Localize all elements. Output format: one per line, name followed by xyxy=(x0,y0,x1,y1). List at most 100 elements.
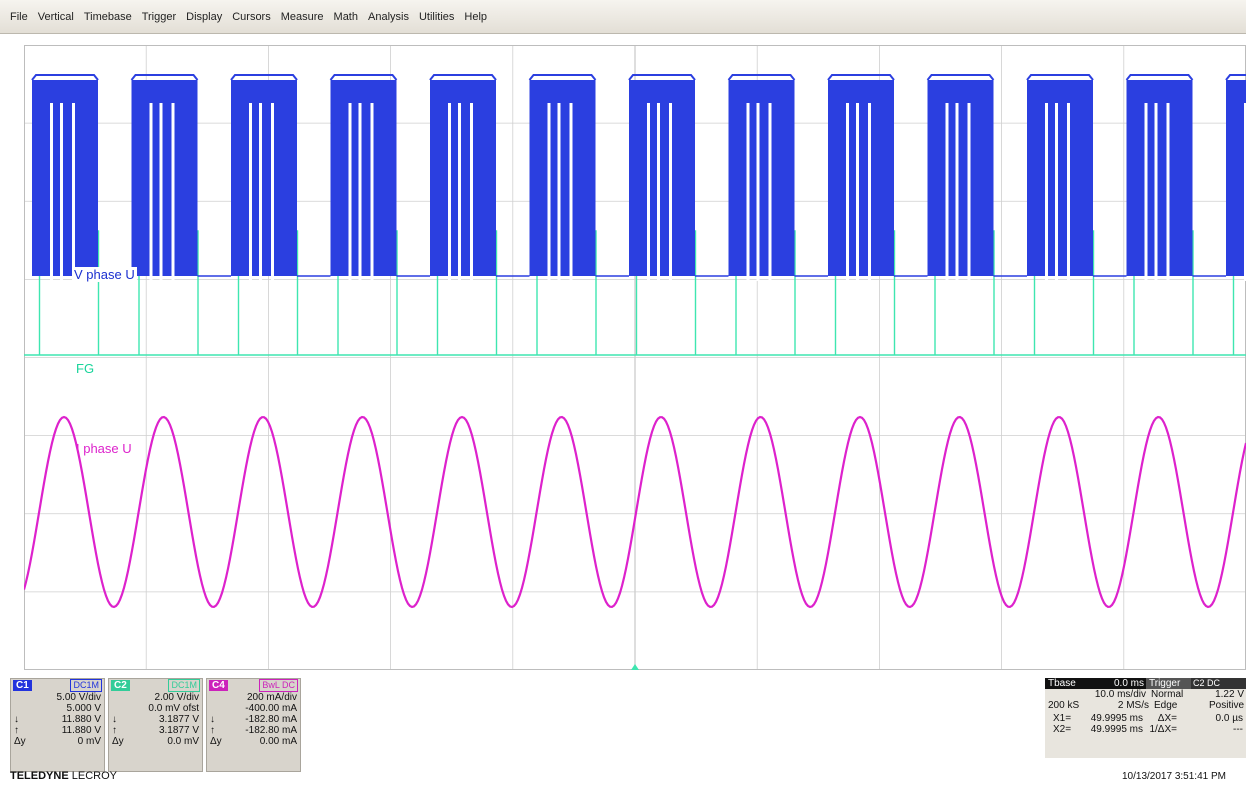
menu-utilities[interactable]: Utilities xyxy=(418,10,455,23)
trigger-position-marker xyxy=(631,664,639,670)
tbase-value: 0.0 ms xyxy=(1114,678,1146,689)
cursor-readout-1: -182.80 mA xyxy=(245,714,297,725)
v-phase-gap xyxy=(458,103,461,281)
v-phase-gap xyxy=(358,103,362,281)
v-phase-burst xyxy=(1126,80,1193,276)
v-phase-gap xyxy=(647,103,650,281)
cursor-x2-label: X2= xyxy=(1053,724,1072,735)
channel-offset: -400.00 mA xyxy=(245,703,297,714)
channel-badge: C1 xyxy=(13,680,32,691)
v-phase-burst xyxy=(231,80,297,276)
trace-label-v-phase-u: V phase U xyxy=(72,267,137,282)
v-phase-gap xyxy=(171,103,175,281)
v-phase-gap xyxy=(60,103,63,281)
menu-analysis[interactable]: Analysis xyxy=(368,10,409,23)
channel-box-c2[interactable]: C2 DC1M 2.00 V/div 0.0 mV ofst ↓ 3.1877 V ↑ 3.1… xyxy=(108,678,203,772)
cursor-readout-2: 11.880 V xyxy=(61,725,101,736)
channel-scale: 5.00 V/div xyxy=(56,692,101,703)
trigger-mode: Normal xyxy=(1151,689,1184,700)
v-phase-gap xyxy=(1067,103,1070,281)
trigger-slope: Positive xyxy=(1208,700,1244,711)
v-phase-gap xyxy=(746,103,750,281)
cursor-readout-2: -182.80 mA xyxy=(245,725,297,736)
v-phase-gap xyxy=(370,103,374,281)
trigger-level: 1.22 V xyxy=(1215,689,1244,700)
v-phase-burst xyxy=(728,80,795,276)
menu-timebase[interactable]: Timebase xyxy=(83,10,132,23)
tbase-label: Tbase xyxy=(1045,678,1114,689)
v-phase-gap xyxy=(1144,103,1148,281)
v-phase-gap xyxy=(768,103,772,281)
v-phase-gap xyxy=(868,103,871,281)
time-per-div: 10.0 ms/div xyxy=(1094,689,1146,700)
v-phase-gap xyxy=(756,103,760,281)
v-phase-gap xyxy=(945,103,949,281)
trigger-source: C2 DC xyxy=(1191,678,1246,689)
v-phase-burst xyxy=(1027,80,1093,276)
menu-measure[interactable]: Measure xyxy=(280,10,324,23)
cursor-inv-dx-label: 1/ΔX= xyxy=(1149,724,1177,735)
v-phase-burst xyxy=(828,80,894,276)
menu-math[interactable]: Math xyxy=(333,10,358,23)
trigger-type: Edge xyxy=(1154,700,1178,711)
v-phase-gap xyxy=(1045,103,1048,281)
menu-bar: File Vertical Timebase Trigger Display Cursor… xyxy=(0,0,1246,34)
menu-cursors[interactable]: Cursors xyxy=(232,10,271,23)
cursor-x1-value: 49.9995 ms xyxy=(1090,713,1143,724)
delta-y: 0.0 mV xyxy=(167,736,199,747)
v-phase-gap xyxy=(72,103,75,281)
waveform-display[interactable]: V phase U FG I phase U xyxy=(24,45,1246,670)
menu-trigger[interactable]: Trigger xyxy=(141,10,177,23)
channel-panel: C1 DC1M 5.00 V/div 5.000 V ↓ 11.880 V ↑ 11.880 … xyxy=(0,678,1246,786)
v-phase-burst xyxy=(330,80,397,276)
i-phase-trace xyxy=(24,415,1246,609)
v-phase-gap xyxy=(470,103,473,281)
v-phase-gap xyxy=(955,103,959,281)
cursor-inv-dx-value: --- xyxy=(1233,724,1243,735)
channel-box-c1[interactable]: C1 DC1M 5.00 V/div 5.000 V ↓ 11.880 V ↑ 11.880 … xyxy=(10,678,105,772)
v-phase-gap xyxy=(669,103,672,281)
v-phase-gap xyxy=(448,103,451,281)
v-phase-gap xyxy=(271,103,274,281)
sample-rate: 2 MS/s xyxy=(1117,700,1149,711)
channel-offset: 5.000 V xyxy=(66,703,101,714)
channel-box-c4[interactable]: C4 BwL DC 200 mA/div -400.00 mA ↓ -182.80 mA ↑… xyxy=(206,678,301,772)
menu-display[interactable]: Display xyxy=(186,10,223,23)
v-phase-gap xyxy=(50,103,53,281)
menu-file[interactable]: File xyxy=(10,10,28,23)
v-phase-burst xyxy=(529,80,596,276)
v-phase-burst xyxy=(131,80,198,276)
v-phase-gap xyxy=(657,103,660,281)
menu-vertical[interactable]: Vertical xyxy=(37,10,74,23)
v-phase-gap xyxy=(149,103,153,281)
v-phase-gap xyxy=(569,103,573,281)
channel-badge: C4 xyxy=(209,680,228,691)
waveform-canvas xyxy=(24,45,1246,670)
brand-logo: TELEDYNE LECROY xyxy=(10,770,117,782)
timestamp: 10/13/2017 3:51:41 PM xyxy=(1122,771,1226,782)
channel-badge: C2 xyxy=(111,680,130,691)
trace-label-i-phase-u: I phase U xyxy=(76,441,132,456)
v-phase-gap xyxy=(159,103,163,281)
trigger-label: Trigger xyxy=(1146,678,1191,689)
menu-help[interactable]: Help xyxy=(464,10,488,23)
sample-count: 200 kS xyxy=(1048,700,1080,711)
v-phase-gap xyxy=(1166,103,1170,281)
v-phase-gap xyxy=(846,103,849,281)
channel-scale: 200 mA/div xyxy=(246,692,297,703)
v-phase-gap xyxy=(1154,103,1158,281)
cursor-dx-value: 0.0 µs xyxy=(1215,713,1243,724)
channel-offset: 0.0 mV ofst xyxy=(148,703,199,714)
v-phase-gap xyxy=(1244,103,1246,281)
cursor-readout-2: 3.1877 V xyxy=(158,725,199,736)
delta-y: 0.00 mA xyxy=(259,736,297,747)
cursor-x1-label: X1= xyxy=(1053,713,1072,724)
v-phase-gap xyxy=(348,103,352,281)
cursor-readout-1: 3.1877 V xyxy=(158,714,199,725)
coupling-badge: DC1M xyxy=(70,679,102,692)
v-phase-burst xyxy=(430,80,496,276)
v-phase-gap xyxy=(259,103,262,281)
v-phase-gap xyxy=(856,103,859,281)
timebase-trigger-panel[interactable]: Tbase 0.0 ms Trigger C2 DC 10.0 ms/div N… xyxy=(1045,678,1246,758)
trace-label-fg: FG xyxy=(76,361,95,376)
